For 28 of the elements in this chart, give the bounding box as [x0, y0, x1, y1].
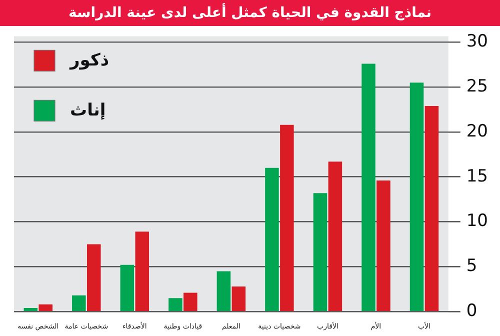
y-tick-label: 10 — [466, 211, 488, 232]
bar — [376, 180, 390, 311]
bar — [328, 162, 342, 311]
legend-label: إناث — [70, 100, 106, 121]
bar — [135, 232, 150, 311]
y-tick-label: 25 — [466, 76, 488, 97]
bar — [86, 244, 101, 311]
bar — [168, 298, 182, 311]
bar — [410, 82, 424, 311]
bar — [72, 295, 86, 311]
bar — [265, 168, 279, 311]
bar — [120, 264, 134, 311]
legend-label: ذكور — [69, 50, 110, 71]
bar — [280, 124, 294, 311]
bar — [184, 292, 198, 311]
y-tick-label: 15 — [466, 166, 488, 186]
bar — [232, 286, 246, 311]
y-tick-label: 5 — [466, 256, 478, 276]
bar — [424, 106, 439, 311]
bar — [216, 271, 231, 311]
chart-title: نماذج القدوة في الحياة كمثل أعلى لدى عينة الدراسة — [0, 0, 500, 26]
y-tick-label: 30 — [466, 32, 488, 52]
bar — [362, 64, 376, 311]
bar — [24, 308, 38, 311]
bar — [38, 304, 52, 311]
y-tick-label: 0 — [466, 301, 478, 322]
bar — [313, 193, 328, 311]
y-tick-label: 20 — [466, 121, 488, 142]
